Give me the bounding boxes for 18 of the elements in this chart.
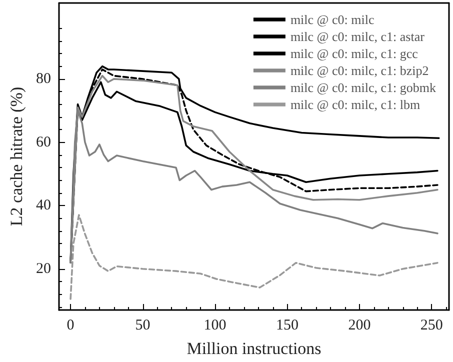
x-tick-label: 100: [204, 318, 226, 334]
legend-label: milc @ c0: milc, c1: gcc: [290, 46, 418, 61]
y-axis-title: L2 cache hitrate (%): [7, 86, 26, 226]
y-tick-label: 60: [36, 134, 51, 150]
y-tick-label: 20: [36, 260, 51, 277]
y-tick-label: 40: [36, 198, 51, 214]
legend-label: milc @ c0: milc: [290, 12, 374, 27]
x-tick-label: 200: [348, 318, 371, 334]
x-tick-label: 250: [420, 318, 443, 334]
x-tick-label: 0: [66, 318, 74, 334]
legend-label: milc @ c0: milc, c1: bzip2: [290, 63, 429, 78]
x-tick-label: 150: [276, 318, 298, 334]
legend-label: milc @ c0: milc, c1: lbm: [290, 97, 420, 112]
x-tick-label: 50: [135, 318, 150, 334]
legend-label: milc @ c0: milc, c1: astar: [290, 29, 426, 44]
x-axis-title: Million instructions: [186, 339, 322, 358]
y-tick-label: 80: [36, 70, 51, 87]
legend-label: milc @ c0: milc, c1: gobmk: [290, 80, 436, 95]
